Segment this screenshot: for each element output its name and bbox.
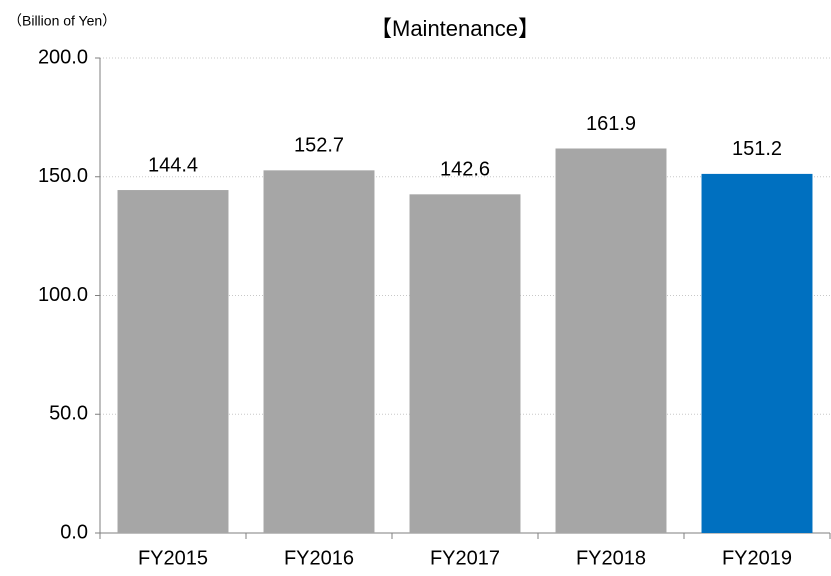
bar <box>117 190 229 534</box>
y-tick-label: 150.0 <box>38 165 88 187</box>
y-tick-label: 200.0 <box>38 46 88 68</box>
bar <box>555 148 667 534</box>
bar <box>701 173 813 533</box>
y-tick-label: 100.0 <box>38 284 88 306</box>
x-tick-label: FY2018 <box>576 547 646 569</box>
bar <box>409 194 521 533</box>
x-tick-label: FY2019 <box>722 547 792 569</box>
value-label: 144.4 <box>148 154 198 176</box>
x-tick-label: FY2015 <box>138 547 208 569</box>
y-tick-label: 0.0 <box>60 521 88 543</box>
bar <box>263 170 375 533</box>
value-label: 142.6 <box>440 159 490 181</box>
x-tick-label: FY2017 <box>430 547 500 569</box>
y-tick-label: 50.0 <box>49 403 88 425</box>
value-label: 151.2 <box>732 138 782 160</box>
x-tick-label: FY2016 <box>284 547 354 569</box>
y-axis-unit: （Billion of Yen） <box>8 13 116 29</box>
value-label: 161.9 <box>586 113 636 135</box>
value-label: 152.7 <box>294 135 344 157</box>
chart-title: 【Maintenance】 <box>370 16 540 41</box>
